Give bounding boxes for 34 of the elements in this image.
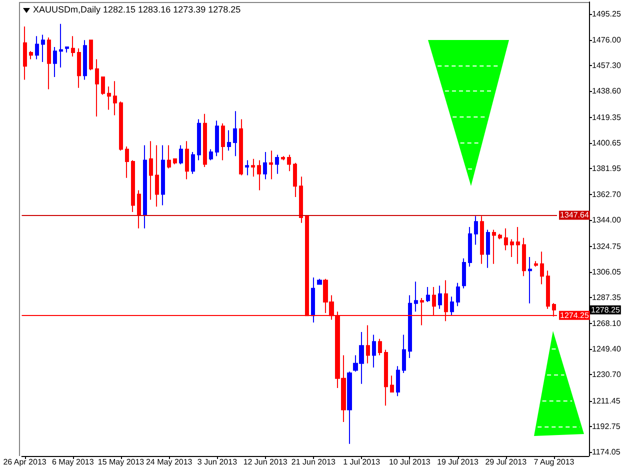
x-tick-label: 26 Apr 2013: [3, 458, 47, 466]
x-tick-label: 7 Aug 2013: [534, 458, 575, 466]
y-tick-label: 1381.95: [592, 164, 622, 173]
y-tick-label: 1495.25: [592, 9, 622, 18]
y-tick-label: 1211.45: [592, 396, 621, 406]
x-tick-label: 15 May 2013: [98, 458, 145, 466]
chart-title: XAUUSDm,Daily 1282.15 1283.16 1273.39 1278.25: [33, 4, 241, 14]
y-tick-label: 1230.70: [592, 370, 622, 380]
x-tick-label: 3 Jun 2013: [197, 458, 238, 466]
y-tick-label: 1249.40: [592, 344, 622, 354]
x-tick-label: 12 Jun 2013: [243, 458, 288, 466]
y-tick-label: 1268.10: [592, 319, 622, 328]
y-tick-label: 1287.35: [592, 292, 622, 302]
x-tick-label: 10 Jul 2013: [388, 458, 431, 466]
x-tick-label: 29 Jul 2013: [485, 458, 528, 466]
x-tick-label: 24 May 2013: [146, 458, 193, 466]
x-tick-label: 19 Jul 2013: [437, 458, 480, 466]
y-tick-label: 1306.05: [592, 267, 622, 276]
y-tick-label: 1192.75: [592, 422, 621, 431]
y-tick-label: 1344.00: [592, 216, 622, 225]
x-tick-label: 21 Jun 2013: [291, 458, 336, 466]
y-tick-label: 1400.65: [592, 138, 622, 148]
x-tick-label: 1 Jul 2013: [343, 458, 381, 466]
text: 1278.25: [591, 305, 620, 314]
x-tick-label: 6 May 2013: [52, 458, 94, 466]
y-tick-label: 1476.00: [592, 36, 622, 45]
y-tick-label: 1362.70: [592, 190, 622, 200]
ref-line-label: 1347.64: [560, 210, 590, 220]
y-tick-label: 1457.30: [592, 61, 622, 70]
y-tick-label: 1324.75: [592, 242, 622, 251]
y-tick-label: 1174.05: [592, 447, 621, 456]
y-tick-label: 1438.60: [592, 86, 622, 96]
y-tick-label: 1419.35: [592, 112, 622, 122]
ref-line-label: 1274.25: [560, 310, 590, 320]
